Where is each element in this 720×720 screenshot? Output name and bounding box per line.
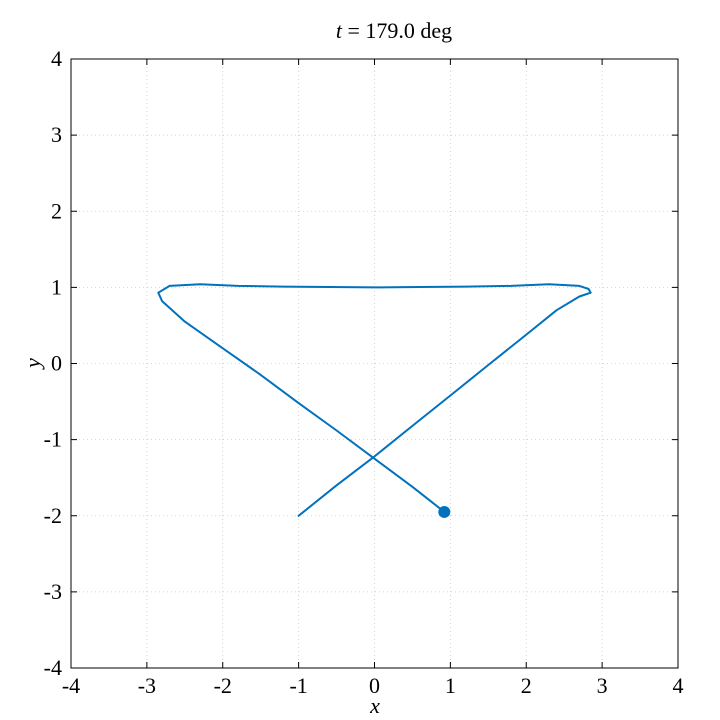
y-tick-label: -1	[44, 427, 62, 452]
x-tick-label: 2	[521, 673, 532, 698]
x-tick-label: 0	[369, 673, 380, 698]
tick-labels: -4 -3 -2 -1 0 1 2 3 4 -4 -3 -2 -1 0 1 2 3 4	[44, 46, 684, 698]
current-position-marker	[438, 505, 451, 518]
title-equals: =	[342, 18, 365, 43]
x-tick-label: -1	[289, 673, 307, 698]
y-tick-label: 1	[51, 274, 62, 299]
trajectory-line	[157, 283, 592, 517]
y-tick-label: 0	[51, 351, 62, 376]
y-tick-label: -3	[44, 579, 62, 604]
title-variable: t	[336, 18, 343, 43]
data-layer	[157, 283, 592, 518]
x-tick-label: 3	[597, 673, 608, 698]
x-tick-label: 4	[673, 673, 684, 698]
x-tick-label: -4	[62, 673, 80, 698]
x-tick-label: -2	[214, 673, 232, 698]
axis-ticks	[70, 58, 679, 669]
x-tick-label: 1	[445, 673, 456, 698]
x-tick-label: -3	[138, 673, 156, 698]
y-tick-label: 4	[51, 46, 62, 71]
y-tick-label: -2	[44, 503, 62, 528]
y-tick-label: -4	[44, 655, 62, 680]
title-value: 179.0 deg	[365, 18, 452, 43]
y-tick-label: 3	[51, 122, 62, 147]
y-tick-label: 2	[51, 198, 62, 223]
y-axis-label: y	[20, 358, 45, 370]
chart-title: t = 179.0 deg	[336, 18, 452, 43]
x-axis-label: x	[369, 693, 380, 718]
